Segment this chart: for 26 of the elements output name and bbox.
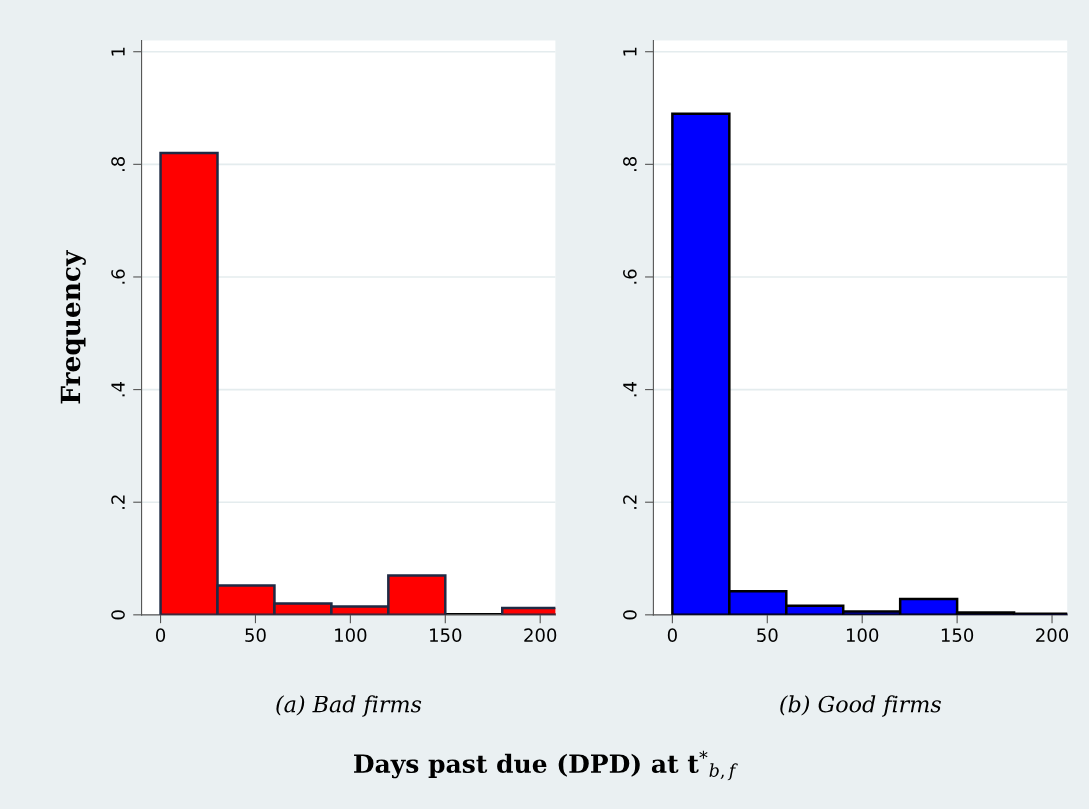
text: (a) Bad firms <box>276 695 422 717</box>
y-tick-label: 0 <box>623 610 637 620</box>
text: (b) Good firms <box>780 695 941 717</box>
x-tick-label: 100 <box>846 628 879 643</box>
y-axis-title: Frequency <box>60 250 86 404</box>
y-tick-label: .4 <box>623 381 637 397</box>
y-tick-label: 0 <box>111 610 125 620</box>
y-tick-label: .2 <box>111 495 125 509</box>
x-tick-label: 50 <box>245 628 266 643</box>
x-tick-label: 0 <box>156 628 166 643</box>
y-tick-label: .6 <box>623 269 637 284</box>
y-tick-label: .4 <box>111 381 125 397</box>
x-tick-label: 200 <box>1036 628 1069 643</box>
y-tick-label: 1 <box>111 47 125 56</box>
x-tick-label: 50 <box>757 628 778 643</box>
x-tick-label: 150 <box>430 628 462 643</box>
x-tick-label: 0 <box>667 628 677 643</box>
y-tick-label: .2 <box>623 495 637 509</box>
y-tick-label: 1 <box>623 47 637 56</box>
x-tick-label: 150 <box>941 628 974 643</box>
x-tick-label: 200 <box>524 628 557 643</box>
y-tick-label: .8 <box>111 156 125 172</box>
y-tick-label: .8 <box>623 156 637 172</box>
x-tick-label: 100 <box>335 628 367 643</box>
x-axis-title: Days past due (DPD) at t$^{*}$$_{b,f}$ <box>354 750 738 781</box>
y-tick-label: .6 <box>111 269 125 284</box>
